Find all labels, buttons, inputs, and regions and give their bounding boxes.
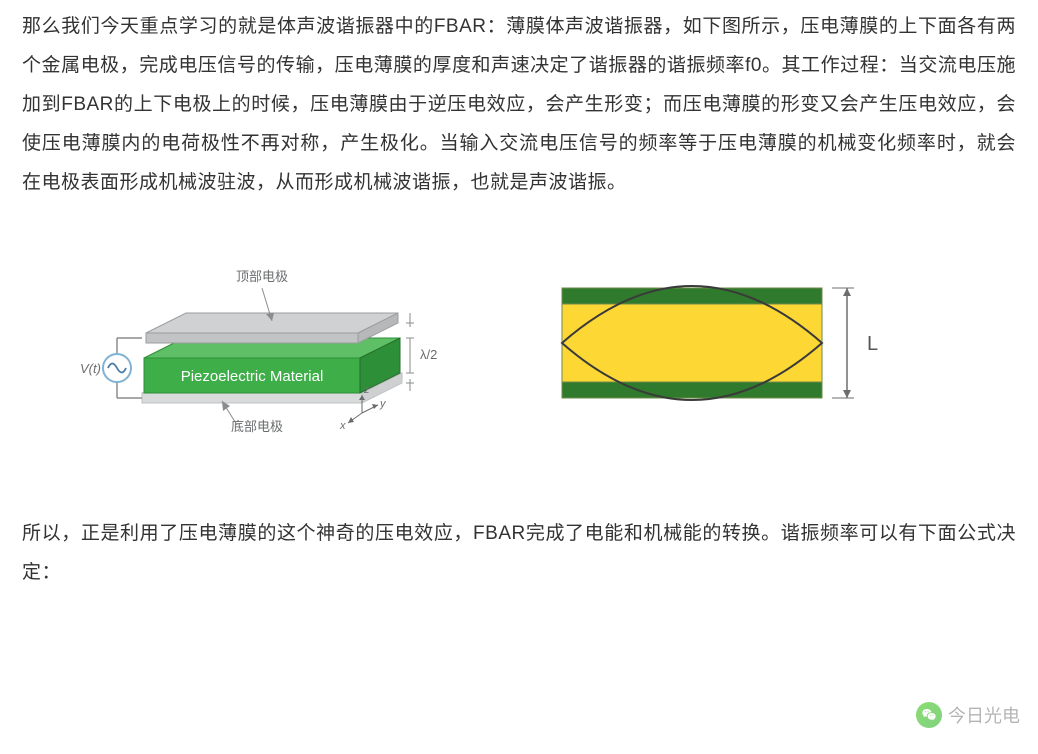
axis-z: z — [363, 384, 370, 396]
piezo-material-label: Piezoelectric Material — [181, 368, 324, 385]
bottom-electrode-label: 底部电极 — [231, 419, 283, 433]
figure-cross-section: L — [532, 268, 902, 418]
wechat-watermark: 今日光电 — [916, 702, 1020, 728]
figure-row: Piezoelectric Material 顶部电极 底部电极 λ/2 — [22, 253, 1016, 433]
top-electrode-label: 顶部电极 — [236, 269, 288, 284]
paragraph-2: 所以，正是利用了压电薄膜的这个神奇的压电效应，FBAR完成了电能和机械能的转换。… — [22, 515, 1016, 593]
watermark-text: 今日光电 — [948, 702, 1020, 728]
thickness-label: λ/2 — [420, 347, 437, 362]
paragraph-1: 那么我们今天重点学习的就是体声波谐振器中的FBAR：薄膜体声波谐振器，如下图所示… — [22, 8, 1016, 203]
axis-x: x — [339, 420, 346, 432]
source-label: V(t) — [80, 361, 101, 376]
thickness-L-label: L — [867, 333, 878, 355]
wechat-icon — [916, 702, 942, 728]
axis-y: y — [379, 398, 387, 410]
figure-fbar-3d: Piezoelectric Material 顶部电极 底部电极 λ/2 — [62, 253, 442, 433]
